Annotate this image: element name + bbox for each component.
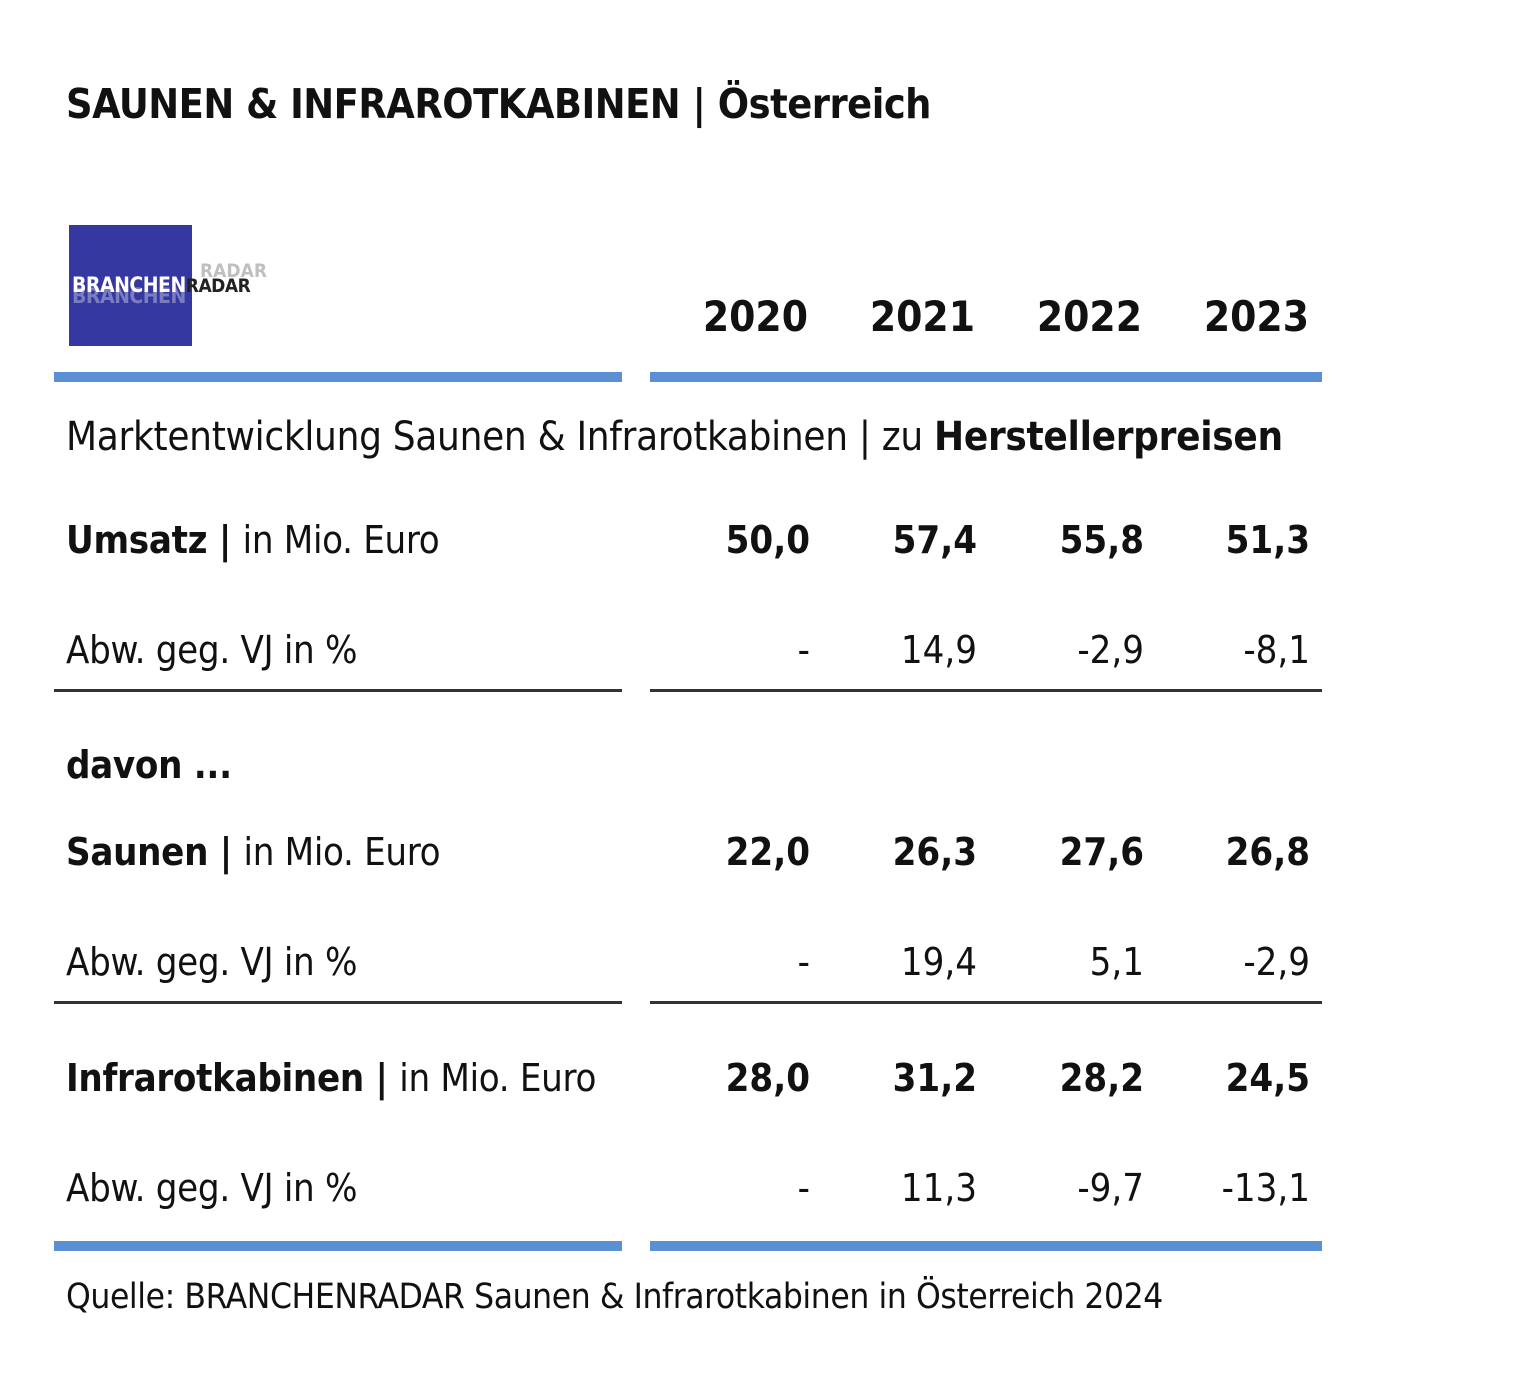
table-cell: 31,2 <box>892 1056 977 1100</box>
subtitle-plain: Marktentwicklung Saunen & Infrarotkabine… <box>66 414 935 460</box>
row-label-bold: Umsatz <box>66 518 208 562</box>
divider-left <box>54 689 622 692</box>
table-cell: -13,1 <box>1221 1166 1310 1210</box>
row-label-abw-umsatz: Abw. geg. VJ in % <box>66 628 358 672</box>
table-cell: -9,7 <box>1077 1166 1144 1210</box>
table-cell: 11,3 <box>900 1166 977 1210</box>
table-cell: - <box>797 628 810 672</box>
table-cell: 28,0 <box>725 1056 810 1100</box>
footer-rule-right <box>650 1241 1322 1251</box>
source-note: Quelle: BRANCHENRADAR Saunen & Infrarotk… <box>66 1277 1163 1317</box>
table-cell: -8,1 <box>1243 628 1310 672</box>
table-cell: 26,8 <box>1225 830 1310 874</box>
row-label-bold: Infrarotkabinen <box>66 1056 364 1100</box>
table-cell: 14,9 <box>900 628 977 672</box>
row-label-unit: in Mio. Euro <box>243 830 441 874</box>
logo-text-main: BRANCHEN <box>72 273 186 297</box>
row-label-abw-saunen: Abw. geg. VJ in % <box>66 940 358 984</box>
table-cell: 55,8 <box>1059 518 1144 562</box>
table-cell: 57,4 <box>892 518 977 562</box>
logo-ghost-accent: RADAR <box>200 260 267 282</box>
table-cell: 27,6 <box>1059 830 1144 874</box>
column-header-2021: 2021 <box>869 292 975 341</box>
table-cell: 26,3 <box>892 830 977 874</box>
column-header-2023: 2023 <box>1203 292 1309 341</box>
logo-text-accent: RADAR <box>185 275 251 297</box>
table-cell: 19,4 <box>900 940 977 984</box>
table-cell: 5,1 <box>1089 940 1144 984</box>
row-label-bold: Saunen <box>66 830 209 874</box>
table-cell: 28,2 <box>1059 1056 1144 1100</box>
subtitle-bold: Herstellerpreisen <box>934 414 1283 460</box>
table-cell: - <box>797 1166 810 1210</box>
title-main: SAUNEN & INFRAROTKABINEN <box>66 80 681 128</box>
branchenradar-logo <box>69 225 192 346</box>
footer-rule-left <box>54 1241 622 1251</box>
row-label-umsatz: Umsatz | in Mio. Euro <box>66 518 440 562</box>
row-label-unit: in Mio. Euro <box>242 518 440 562</box>
table-cell: - <box>797 940 810 984</box>
divider-left <box>54 1001 622 1004</box>
table-cell: 24,5 <box>1225 1056 1310 1100</box>
row-label-unit: in Mio. Euro <box>399 1056 597 1100</box>
divider-right <box>650 689 1322 692</box>
table-subtitle: Marktentwicklung Saunen & Infrarotkabine… <box>66 417 1283 457</box>
column-header-2022: 2022 <box>1036 292 1142 341</box>
row-label-abw-infrarot: Abw. geg. VJ in % <box>66 1166 358 1210</box>
section-label-davon: davon ... <box>66 743 232 787</box>
table-cell: -2,9 <box>1243 940 1310 984</box>
column-header-2020: 2020 <box>702 292 808 341</box>
row-label-saunen: Saunen | in Mio. Euro <box>66 830 441 874</box>
divider-right <box>650 1001 1322 1004</box>
header-rule-right <box>650 372 1322 382</box>
row-label-infrarotkabinen: Infrarotkabinen | in Mio. Euro <box>66 1056 597 1100</box>
table-cell: -2,9 <box>1077 628 1144 672</box>
table-cell: 22,0 <box>725 830 810 874</box>
title-suffix: Österreich <box>717 80 932 128</box>
page-title: SAUNEN & INFRAROTKABINEN | Österreich <box>66 80 931 128</box>
table-cell: 51,3 <box>1225 518 1310 562</box>
logo-text: BRANCHENRADAR <box>72 273 251 297</box>
table-cell: 50,0 <box>725 518 810 562</box>
logo-ghost-text: BRANCHEN <box>72 284 186 308</box>
header-rule-left <box>54 372 622 382</box>
